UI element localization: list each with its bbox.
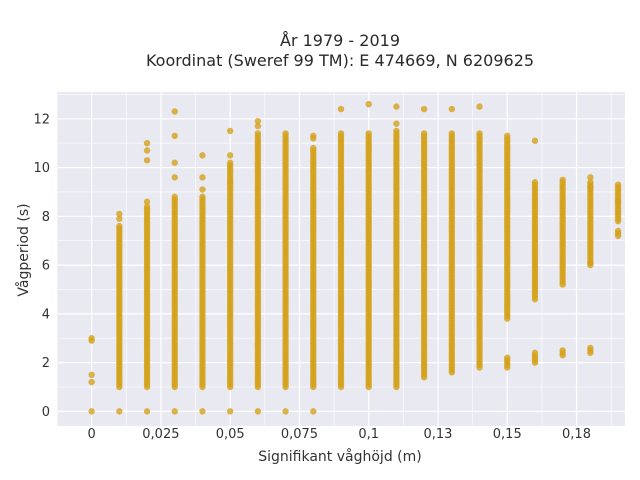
- data-point: [199, 408, 206, 415]
- data-point: [337, 130, 345, 137]
- x-tick-label: 0,13: [423, 427, 452, 442]
- x-tick-label: 0,18: [562, 427, 591, 442]
- data-point: [116, 222, 123, 230]
- data-point: [393, 103, 400, 110]
- data-point: [88, 378, 95, 386]
- data-point: [310, 408, 317, 415]
- data-point: [365, 130, 372, 137]
- data-point: [199, 152, 206, 159]
- data-point: [171, 408, 178, 415]
- data-point: [226, 152, 234, 159]
- chart-title-line-1: År 1979 - 2019: [280, 31, 400, 50]
- data-point: [143, 198, 151, 205]
- y-axis-title: Vågperiod (s): [15, 203, 32, 296]
- data-point: [614, 198, 622, 205]
- data-point: [116, 215, 123, 222]
- data-point: [282, 408, 289, 415]
- data-point: [559, 347, 566, 354]
- y-tick-label: 6: [42, 259, 50, 274]
- y-tick-label: 10: [33, 161, 50, 176]
- data-point: [587, 174, 594, 181]
- x-axis-title: Signifikant våghöjd (m): [258, 448, 421, 465]
- data-point: [143, 203, 151, 210]
- data-point: [116, 210, 123, 218]
- data-point: [226, 159, 234, 166]
- data-point: [310, 135, 317, 142]
- data-point: [171, 108, 178, 115]
- data-point: [171, 159, 178, 166]
- data-point: [171, 132, 178, 140]
- data-point: [143, 147, 151, 154]
- data-point: [587, 179, 594, 186]
- data-point: [199, 193, 206, 201]
- data-point: [226, 127, 234, 135]
- data-point: [393, 127, 400, 135]
- data-point: [199, 186, 206, 193]
- data-point: [226, 408, 234, 415]
- data-point: [282, 130, 289, 137]
- data-point: [559, 176, 566, 183]
- data-point: [88, 408, 95, 415]
- data-point: [254, 118, 262, 125]
- data-point: [420, 130, 428, 137]
- data-point: [614, 181, 622, 188]
- data-point: [88, 371, 95, 379]
- data-point: [448, 105, 456, 113]
- data-point: [365, 100, 372, 108]
- x-tick-label: 0,075: [281, 427, 318, 442]
- data-point: [587, 183, 594, 191]
- chart-title-line-2: Koordinat (Sweref 99 TM): E 474669, N 62…: [146, 51, 534, 70]
- data-point: [143, 139, 151, 147]
- x-axis-ticks: 0 0,025 0,05 0,075 0,1 0,13 0,15 0,18: [87, 427, 590, 442]
- y-tick-label: 4: [42, 307, 50, 322]
- data-point: [254, 122, 262, 130]
- data-point: [504, 132, 511, 140]
- y-axis-ticks: 0 2 4 6 8 10 12: [33, 112, 50, 420]
- data-point: [587, 344, 594, 352]
- data-point: [476, 103, 483, 110]
- x-tick-label: 0: [87, 427, 95, 442]
- data-point: [587, 259, 594, 266]
- y-tick-label: 12: [33, 112, 50, 127]
- data-point: [254, 130, 262, 137]
- data-point: [226, 179, 234, 186]
- y-tick-label: 0: [42, 405, 50, 420]
- data-point: [143, 157, 151, 164]
- data-point: [88, 335, 95, 342]
- x-tick-label: 0,1: [358, 427, 379, 442]
- y-tick-label: 2: [42, 356, 50, 371]
- data-point: [171, 193, 178, 201]
- data-point: [171, 174, 178, 181]
- data-point: [531, 349, 539, 357]
- x-tick-label: 0,025: [142, 427, 179, 442]
- data-point: [531, 137, 539, 144]
- data-point: [476, 130, 483, 137]
- data-point: [254, 408, 262, 415]
- data-point: [448, 130, 456, 137]
- data-point: [420, 105, 428, 113]
- x-tick-label: 0,15: [493, 427, 522, 442]
- data-point: [531, 179, 539, 186]
- y-tick-label: 8: [42, 210, 50, 225]
- data-point: [199, 174, 206, 181]
- data-point: [393, 120, 400, 127]
- data-point: [337, 105, 345, 113]
- data-point: [310, 144, 317, 152]
- data-point: [143, 408, 151, 415]
- data-point: [116, 408, 123, 415]
- data-point: [614, 227, 622, 235]
- data-points: [88, 100, 622, 415]
- data-point: [504, 354, 511, 361]
- x-tick-label: 0,05: [216, 427, 245, 442]
